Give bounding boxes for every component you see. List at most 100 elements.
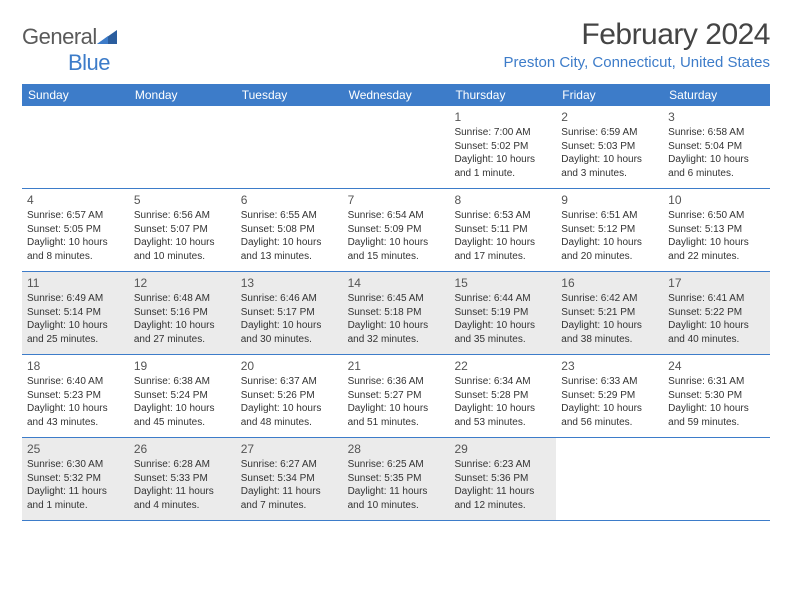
sunrise-text: Sunrise: 6:27 AM bbox=[241, 458, 338, 472]
daylight-text: Daylight: 10 hours and 6 minutes. bbox=[668, 153, 765, 180]
logo: General Blue bbox=[22, 18, 117, 76]
sunset-text: Sunset: 5:07 PM bbox=[134, 223, 231, 237]
sunrise-text: Sunrise: 6:49 AM bbox=[27, 292, 124, 306]
sunrise-text: Sunrise: 6:48 AM bbox=[134, 292, 231, 306]
daylight-text: Daylight: 10 hours and 8 minutes. bbox=[27, 236, 124, 263]
day-cell: 20Sunrise: 6:37 AMSunset: 5:26 PMDayligh… bbox=[236, 355, 343, 437]
daylight-text: Daylight: 10 hours and 40 minutes. bbox=[668, 319, 765, 346]
sunrise-text: Sunrise: 6:40 AM bbox=[27, 375, 124, 389]
daylight-text: Daylight: 10 hours and 22 minutes. bbox=[668, 236, 765, 263]
daylight-text: Daylight: 10 hours and 10 minutes. bbox=[134, 236, 231, 263]
sunrise-text: Sunrise: 6:34 AM bbox=[454, 375, 551, 389]
sunrise-text: Sunrise: 6:50 AM bbox=[668, 209, 765, 223]
day-cell bbox=[663, 438, 770, 520]
day-number: 8 bbox=[454, 192, 551, 208]
sunset-text: Sunset: 5:14 PM bbox=[27, 306, 124, 320]
daylight-text: Daylight: 11 hours and 10 minutes. bbox=[348, 485, 445, 512]
day-number: 19 bbox=[134, 358, 231, 374]
sunset-text: Sunset: 5:18 PM bbox=[348, 306, 445, 320]
weekday-tuesday: Tuesday bbox=[236, 84, 343, 106]
week-row: 11Sunrise: 6:49 AMSunset: 5:14 PMDayligh… bbox=[22, 272, 770, 355]
day-number: 29 bbox=[454, 441, 551, 457]
sunrise-text: Sunrise: 6:25 AM bbox=[348, 458, 445, 472]
daylight-text: Daylight: 11 hours and 4 minutes. bbox=[134, 485, 231, 512]
sunset-text: Sunset: 5:05 PM bbox=[27, 223, 124, 237]
day-number: 24 bbox=[668, 358, 765, 374]
day-cell: 5Sunrise: 6:56 AMSunset: 5:07 PMDaylight… bbox=[129, 189, 236, 271]
day-number: 5 bbox=[134, 192, 231, 208]
sunrise-text: Sunrise: 6:44 AM bbox=[454, 292, 551, 306]
day-number: 10 bbox=[668, 192, 765, 208]
day-cell: 12Sunrise: 6:48 AMSunset: 5:16 PMDayligh… bbox=[129, 272, 236, 354]
day-number: 22 bbox=[454, 358, 551, 374]
daylight-text: Daylight: 10 hours and 1 minute. bbox=[454, 153, 551, 180]
sunset-text: Sunset: 5:02 PM bbox=[454, 140, 551, 154]
daylight-text: Daylight: 10 hours and 35 minutes. bbox=[454, 319, 551, 346]
sunrise-text: Sunrise: 6:36 AM bbox=[348, 375, 445, 389]
day-number: 14 bbox=[348, 275, 445, 291]
day-number: 7 bbox=[348, 192, 445, 208]
sunrise-text: Sunrise: 6:41 AM bbox=[668, 292, 765, 306]
sunrise-text: Sunrise: 6:45 AM bbox=[348, 292, 445, 306]
day-cell: 21Sunrise: 6:36 AMSunset: 5:27 PMDayligh… bbox=[343, 355, 450, 437]
day-number: 23 bbox=[561, 358, 658, 374]
daylight-text: Daylight: 10 hours and 38 minutes. bbox=[561, 319, 658, 346]
day-number: 4 bbox=[27, 192, 124, 208]
sunrise-text: Sunrise: 6:46 AM bbox=[241, 292, 338, 306]
day-cell: 8Sunrise: 6:53 AMSunset: 5:11 PMDaylight… bbox=[449, 189, 556, 271]
day-cell: 17Sunrise: 6:41 AMSunset: 5:22 PMDayligh… bbox=[663, 272, 770, 354]
day-cell: 4Sunrise: 6:57 AMSunset: 5:05 PMDaylight… bbox=[22, 189, 129, 271]
day-cell bbox=[556, 438, 663, 520]
sunset-text: Sunset: 5:09 PM bbox=[348, 223, 445, 237]
daylight-text: Daylight: 10 hours and 27 minutes. bbox=[134, 319, 231, 346]
daylight-text: Daylight: 10 hours and 25 minutes. bbox=[27, 319, 124, 346]
sunrise-text: Sunrise: 6:59 AM bbox=[561, 126, 658, 140]
daylight-text: Daylight: 11 hours and 1 minute. bbox=[27, 485, 124, 512]
day-number: 9 bbox=[561, 192, 658, 208]
sunset-text: Sunset: 5:36 PM bbox=[454, 472, 551, 486]
daylight-text: Daylight: 10 hours and 15 minutes. bbox=[348, 236, 445, 263]
weeks-container: 1Sunrise: 7:00 AMSunset: 5:02 PMDaylight… bbox=[22, 106, 770, 521]
day-number: 26 bbox=[134, 441, 231, 457]
sunset-text: Sunset: 5:19 PM bbox=[454, 306, 551, 320]
week-row: 1Sunrise: 7:00 AMSunset: 5:02 PMDaylight… bbox=[22, 106, 770, 189]
daylight-text: Daylight: 10 hours and 53 minutes. bbox=[454, 402, 551, 429]
sunrise-text: Sunrise: 6:53 AM bbox=[454, 209, 551, 223]
location-text: Preston City, Connecticut, United States bbox=[503, 54, 770, 71]
logo-word1: General bbox=[22, 24, 97, 49]
daylight-text: Daylight: 10 hours and 45 minutes. bbox=[134, 402, 231, 429]
title-block: February 2024 Preston City, Connecticut,… bbox=[503, 18, 770, 71]
sunrise-text: Sunrise: 6:33 AM bbox=[561, 375, 658, 389]
day-cell: 2Sunrise: 6:59 AMSunset: 5:03 PMDaylight… bbox=[556, 106, 663, 188]
day-number: 17 bbox=[668, 275, 765, 291]
sunrise-text: Sunrise: 7:00 AM bbox=[454, 126, 551, 140]
day-cell: 24Sunrise: 6:31 AMSunset: 5:30 PMDayligh… bbox=[663, 355, 770, 437]
sunset-text: Sunset: 5:08 PM bbox=[241, 223, 338, 237]
day-cell: 13Sunrise: 6:46 AMSunset: 5:17 PMDayligh… bbox=[236, 272, 343, 354]
day-cell bbox=[129, 106, 236, 188]
daylight-text: Daylight: 10 hours and 30 minutes. bbox=[241, 319, 338, 346]
day-number: 15 bbox=[454, 275, 551, 291]
sunset-text: Sunset: 5:03 PM bbox=[561, 140, 658, 154]
day-cell: 14Sunrise: 6:45 AMSunset: 5:18 PMDayligh… bbox=[343, 272, 450, 354]
sunrise-text: Sunrise: 6:54 AM bbox=[348, 209, 445, 223]
weekday-friday: Friday bbox=[556, 84, 663, 106]
sunset-text: Sunset: 5:12 PM bbox=[561, 223, 658, 237]
day-cell: 16Sunrise: 6:42 AMSunset: 5:21 PMDayligh… bbox=[556, 272, 663, 354]
daylight-text: Daylight: 10 hours and 3 minutes. bbox=[561, 153, 658, 180]
week-row: 18Sunrise: 6:40 AMSunset: 5:23 PMDayligh… bbox=[22, 355, 770, 438]
daylight-text: Daylight: 10 hours and 20 minutes. bbox=[561, 236, 658, 263]
sunset-text: Sunset: 5:16 PM bbox=[134, 306, 231, 320]
day-cell: 22Sunrise: 6:34 AMSunset: 5:28 PMDayligh… bbox=[449, 355, 556, 437]
day-cell: 3Sunrise: 6:58 AMSunset: 5:04 PMDaylight… bbox=[663, 106, 770, 188]
sunrise-text: Sunrise: 6:56 AM bbox=[134, 209, 231, 223]
weekday-wednesday: Wednesday bbox=[343, 84, 450, 106]
day-cell: 27Sunrise: 6:27 AMSunset: 5:34 PMDayligh… bbox=[236, 438, 343, 520]
calendar-grid: SundayMondayTuesdayWednesdayThursdayFrid… bbox=[22, 84, 770, 521]
day-cell: 19Sunrise: 6:38 AMSunset: 5:24 PMDayligh… bbox=[129, 355, 236, 437]
day-cell: 1Sunrise: 7:00 AMSunset: 5:02 PMDaylight… bbox=[449, 106, 556, 188]
weekday-header-row: SundayMondayTuesdayWednesdayThursdayFrid… bbox=[22, 84, 770, 106]
day-cell: 29Sunrise: 6:23 AMSunset: 5:36 PMDayligh… bbox=[449, 438, 556, 520]
day-cell: 9Sunrise: 6:51 AMSunset: 5:12 PMDaylight… bbox=[556, 189, 663, 271]
sunset-text: Sunset: 5:35 PM bbox=[348, 472, 445, 486]
